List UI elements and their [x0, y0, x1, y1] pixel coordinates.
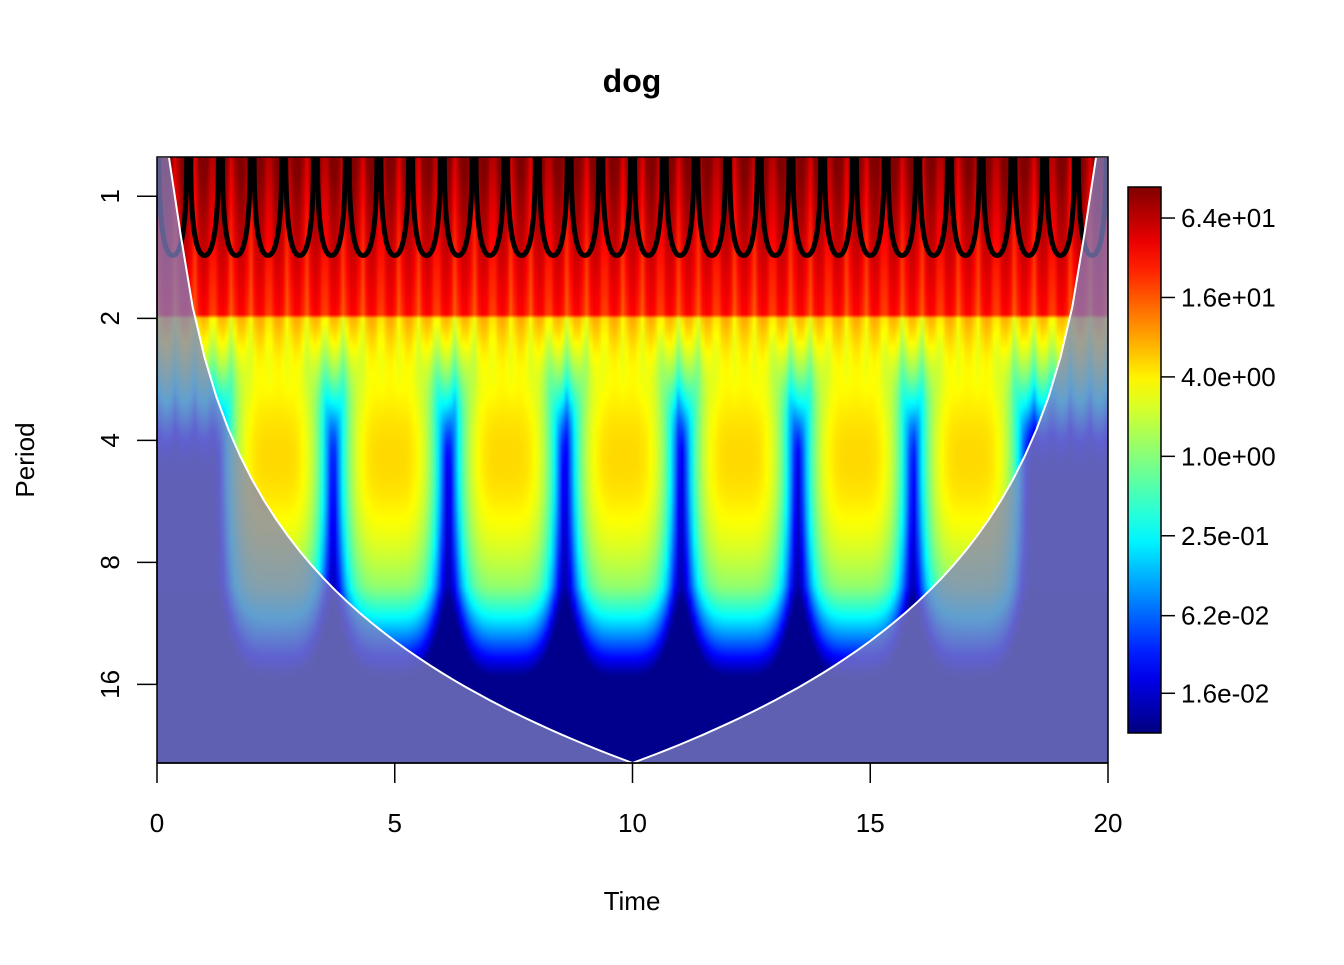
y-axis: 1 2 4 8 16: [95, 189, 158, 699]
x-axis: 0 5 10 15 20: [150, 762, 1123, 838]
colorbar-tick-label: 4.0e+00: [1181, 362, 1276, 392]
y-tick-label: 1: [95, 189, 125, 203]
coi-shade: [157, 157, 1108, 763]
colorbar-gradient: [1127, 186, 1162, 734]
colorbar-tick-label: 1.6e-02: [1181, 678, 1269, 708]
y-tick-label: 4: [95, 433, 125, 447]
colorbar-tick-label: 6.2e-02: [1181, 601, 1269, 631]
x-tick-label: 20: [1094, 808, 1123, 838]
plot-area: [157, 157, 1108, 763]
coi-line: [157, 157, 1108, 763]
y-tick-label: 16: [95, 670, 125, 699]
colorbar-tick-label: 1.0e+00: [1181, 441, 1276, 471]
y-tick-label: 2: [95, 311, 125, 325]
y-tick-label: 8: [95, 555, 125, 569]
colorbar-tick-label: 6.4e+01: [1181, 203, 1276, 233]
chart-title: dog: [603, 63, 662, 99]
colorbar: 6.4e+01 1.6e+01 4.0e+00 1.0e+00 2.5e-01 6.2e-…: [1127, 186, 1276, 734]
colorbar-ticks: 6.4e+01 1.6e+01 4.0e+00 1.0e+00 2.5e-01 6.2e-…: [1161, 203, 1276, 708]
x-axis-title: Time: [604, 886, 661, 916]
x-tick-label: 15: [856, 808, 885, 838]
y-axis-title: Period: [10, 422, 40, 497]
colorbar-tick-label: 2.5e-01: [1181, 521, 1269, 551]
x-tick-label: 10: [618, 808, 647, 838]
x-tick-label: 0: [150, 808, 164, 838]
x-tick-label: 5: [388, 808, 402, 838]
colorbar-tick-label: 1.6e+01: [1181, 282, 1276, 312]
